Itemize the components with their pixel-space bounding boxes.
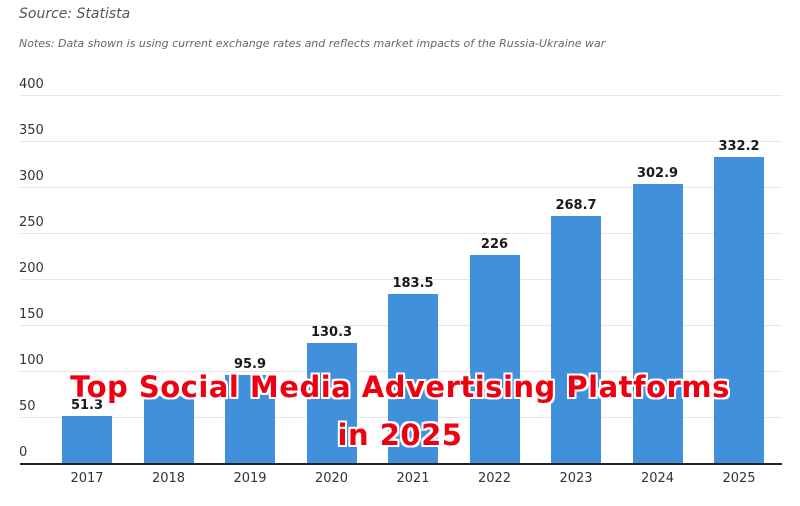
bar-2021 [388,294,438,463]
bar-value-label: 183.5 [392,276,434,292]
bar-value-label: 130.3 [310,325,353,341]
overlay-title-line2: in 2025 [337,418,463,452]
bar-value-label: 302.9 [636,166,679,182]
x-tick-label: 2023 [559,471,593,486]
y-tick-label: 100 [19,353,44,368]
x-tick-label: 2024 [640,471,675,486]
source-label: Source: Statista [19,6,131,22]
y-tick-label: 300 [19,169,44,184]
bar-2025 [714,157,764,463]
bar-value-label: 268.7 [555,197,597,213]
x-tick-label: 2025 [722,471,756,486]
x-tick-label: 2021 [396,471,430,486]
x-tick-label: 2019 [233,471,267,486]
y-tick-label: 150 [19,307,44,322]
bar-2017 [62,415,112,463]
x-tick-label: 2022 [477,471,512,486]
x-tick-label: 2017 [70,471,104,486]
bar-2024 [632,184,683,463]
x-axis-line [20,463,782,465]
bar-value-label: 332.2 [718,139,760,155]
y-tick-label: 250 [19,215,44,230]
overlay-title-line1: Top Social Media Advertising Platforms [70,370,730,404]
bar-value-label: 226 [480,237,509,253]
gridline [20,187,782,188]
gridline [20,95,782,96]
notes-label: Notes: Data shown is using current excha… [19,37,606,50]
y-tick-label: 200 [19,261,44,276]
bar-value-label: 95.9 [233,356,267,372]
x-tick-label: 2020 [314,471,349,486]
bar-2018 [143,395,194,463]
bar-2019 [225,374,275,463]
gridline [20,233,782,234]
y-tick-label: 0 [19,445,28,460]
bar-2020 [306,343,357,463]
bar-2023 [551,215,601,463]
gridline [20,141,782,142]
y-tick-label: 400 [19,77,44,92]
bar-value-label: 51.3 [70,397,104,413]
x-tick-label: 2018 [151,471,186,486]
bar-2022 [469,255,520,463]
y-tick-label: 350 [19,123,44,138]
y-tick-label: 50 [19,399,36,414]
gridline [20,279,782,280]
